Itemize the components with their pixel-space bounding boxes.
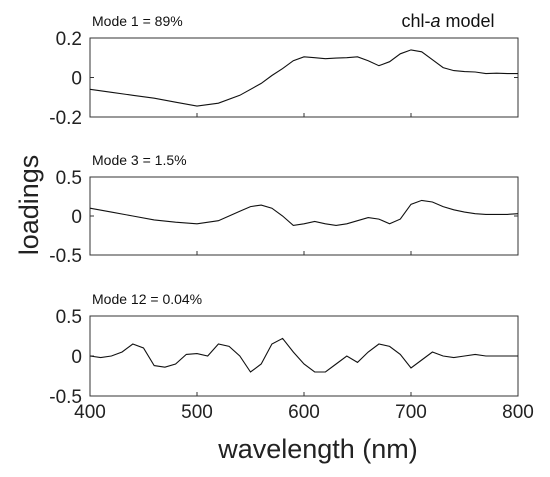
panel-2-ytick-label: 0 xyxy=(71,207,82,228)
panel-3-frame xyxy=(89,315,519,397)
chart-title-prefix: chl- xyxy=(401,11,430,31)
chart-title-suffix: model xyxy=(441,11,495,31)
x-tick-label: 800 xyxy=(502,402,534,423)
panel-3-ytick-label: 0.5 xyxy=(56,307,82,328)
chart-title: chl-a model xyxy=(401,11,494,31)
chart-title-italic: a xyxy=(430,11,440,31)
panel-2-series-line xyxy=(89,199,519,226)
x-tick-label: 600 xyxy=(288,402,320,423)
panel-2-label: Mode 3 = 1.5% xyxy=(92,152,187,168)
panel-3-ytick-label: -0.5 xyxy=(49,387,82,408)
panel-1-frame xyxy=(89,37,519,118)
panel-2-frame xyxy=(89,176,519,256)
panel-2-ytick-label: -0.5 xyxy=(49,246,82,267)
panel-3-ytick-label: 0 xyxy=(71,347,82,368)
x-tick-label: 500 xyxy=(181,402,213,423)
panel-1-ytick-label: 0 xyxy=(71,69,82,90)
panel-3-label: Mode 12 = 0.04% xyxy=(92,291,202,307)
y-axis-title: loadings xyxy=(14,155,44,256)
panel-1-label: Mode 1 = 89% xyxy=(92,13,183,29)
panel-1-ytick-label: 0.2 xyxy=(56,29,82,50)
panel-1-series-line xyxy=(89,49,518,107)
x-axis-title: wavelength (nm) xyxy=(217,434,418,464)
panel-2-ytick-label: 0.5 xyxy=(56,168,82,189)
x-tick-label: 400 xyxy=(74,402,106,423)
x-tick-label: 700 xyxy=(395,402,427,423)
panel-1-ytick-label: -0.2 xyxy=(49,108,82,129)
panel-3-series-line xyxy=(89,337,518,373)
